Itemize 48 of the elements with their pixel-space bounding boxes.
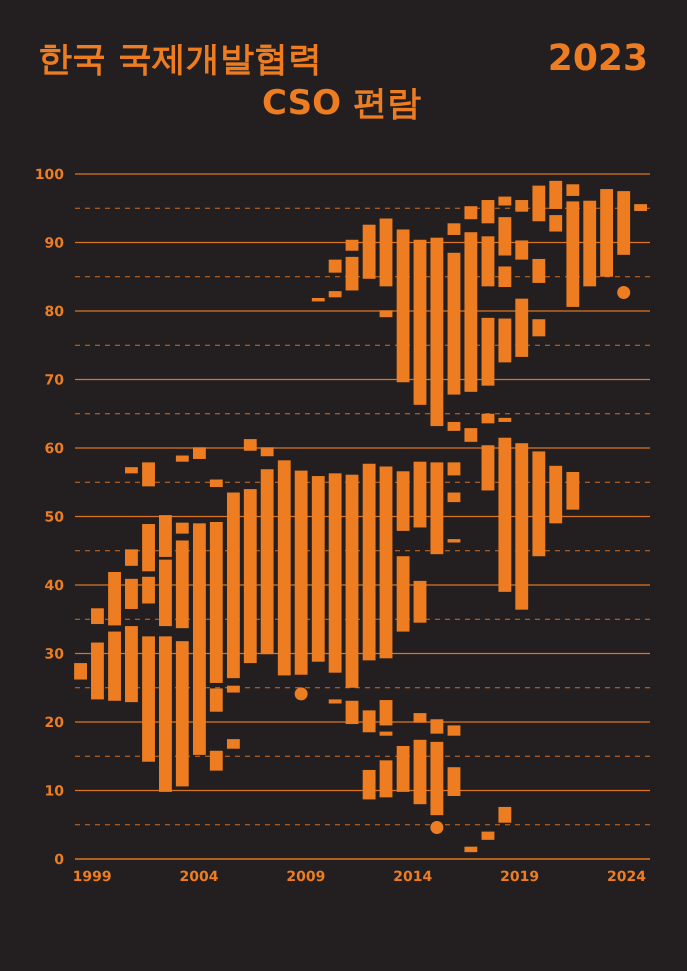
point: [430, 820, 444, 834]
bar: [226, 739, 240, 749]
y-tick-label: 60: [44, 441, 64, 457]
y-tick-label: 50: [44, 510, 64, 526]
x-tick-label: 1999: [72, 869, 112, 885]
bar: [176, 522, 189, 534]
bar: [312, 298, 325, 302]
bar: [328, 699, 342, 704]
y-tick-label: 80: [44, 304, 64, 320]
y-tick-label: 20: [44, 715, 64, 731]
bar: [532, 319, 546, 336]
y-tick-label: 30: [44, 646, 64, 662]
x-tick-label: 2019: [500, 869, 540, 885]
bar: [498, 196, 512, 206]
bar: [448, 462, 460, 476]
x-tick-label: 2014: [393, 869, 432, 885]
text: 2023: [548, 38, 648, 79]
x-tick-label: 2004: [179, 869, 219, 885]
x-tick-label: 2024: [607, 869, 646, 885]
point: [617, 286, 630, 300]
y-tick-label: 40: [44, 578, 64, 594]
bar: [464, 428, 478, 442]
bar: [498, 806, 512, 823]
bar: [448, 492, 460, 502]
bar: [328, 260, 342, 273]
bar: [380, 732, 392, 736]
y-tick-label: 0: [54, 852, 64, 868]
bar: [482, 832, 494, 840]
y-tick-label: 70: [44, 372, 64, 388]
point: [294, 687, 308, 700]
bar: [566, 184, 580, 196]
x-tick-label: 2009: [286, 869, 326, 885]
bar: [549, 215, 562, 232]
bar: [176, 456, 189, 462]
chart-title: 한국 국제개발협력: [38, 39, 322, 79]
bar: [125, 467, 138, 474]
bar: [448, 422, 460, 431]
y-tick-label: 90: [44, 236, 64, 252]
bar: [74, 663, 87, 680]
y-tick-label: 10: [44, 784, 64, 800]
bar: [464, 846, 478, 852]
bar: [498, 418, 512, 422]
bar: [448, 725, 460, 736]
bar: [448, 223, 460, 235]
chart-subtitle: CSO 편람: [262, 83, 421, 123]
y-tick-label: 100: [34, 167, 64, 183]
bar: [328, 291, 342, 298]
bar: [448, 539, 460, 543]
